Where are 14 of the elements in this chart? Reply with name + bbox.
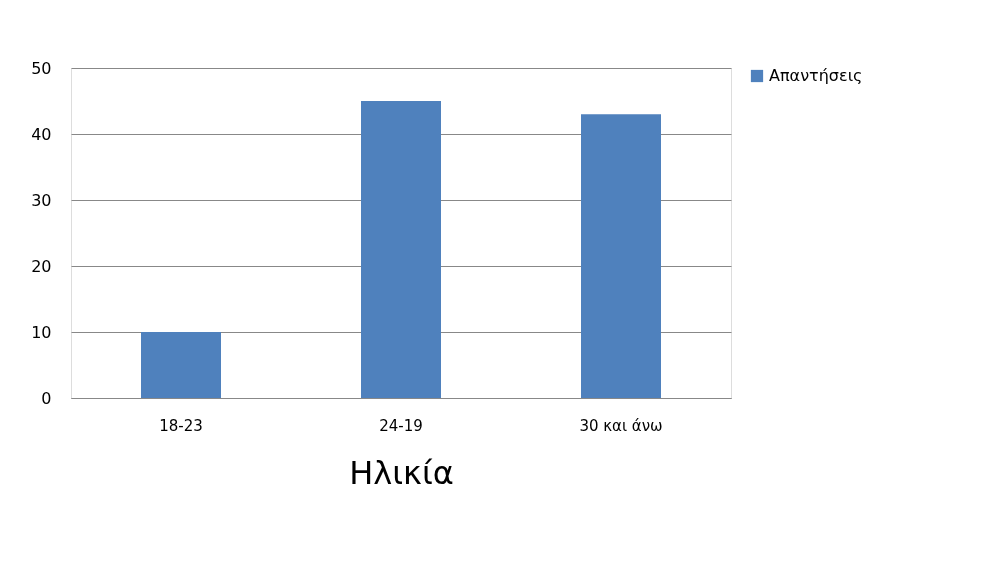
bar (361, 101, 441, 398)
y-tick-label: 20 (31, 256, 52, 276)
x-axis-title: Ηλικία (349, 453, 454, 492)
y-tick-label: 30 (31, 190, 52, 210)
x-tick-label: 18-23 (159, 416, 203, 435)
bar (581, 114, 661, 398)
y-tick-label: 40 (31, 124, 52, 144)
y-tick-label: 50 (31, 58, 52, 78)
x-tick-label: 24-19 (379, 416, 423, 435)
bar (141, 332, 221, 398)
y-tick-label: 0 (41, 388, 52, 408)
x-tick-label: 30 και άνω (579, 416, 663, 435)
y-tick-label: 10 (31, 322, 52, 342)
legend-label: Απαντήσεις (769, 66, 863, 85)
